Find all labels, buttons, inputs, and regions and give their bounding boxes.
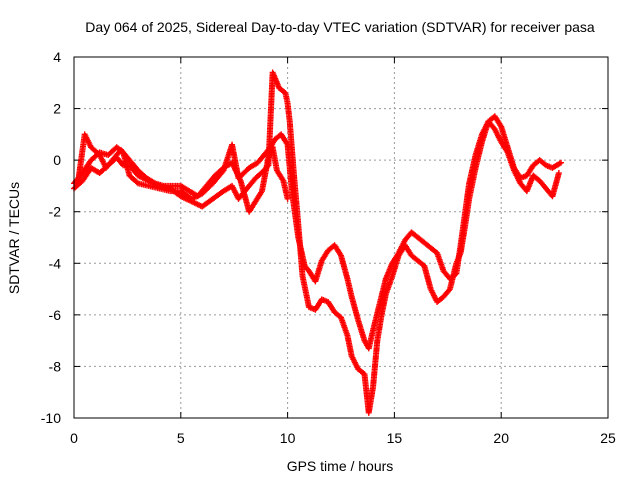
plot-frame	[73, 56, 609, 419]
plot-area	[71, 69, 565, 416]
y-tick-label: -2	[49, 204, 62, 220]
x-tick-label: 15	[387, 430, 403, 446]
data-point	[555, 170, 562, 177]
data-point	[558, 159, 565, 166]
x-tick-label: 0	[70, 430, 78, 446]
grid	[74, 57, 608, 418]
y-tick-label: 4	[53, 49, 61, 65]
series-track-3	[75, 131, 291, 215]
y-tick-label: -4	[49, 255, 62, 271]
y-tick-label: -10	[41, 410, 61, 426]
y-tick-label: -6	[49, 307, 62, 323]
x-axis-label: GPS time / hours	[287, 458, 394, 474]
x-tick-label: 20	[493, 430, 509, 446]
y-tick-label: -8	[49, 358, 62, 374]
x-tick-label: 25	[600, 430, 616, 446]
x-tick-label: 5	[177, 430, 185, 446]
series-track-1	[71, 113, 565, 352]
x-tick-label: 10	[280, 430, 296, 446]
chart-title: Day 064 of 2025, Sidereal Day-to-day VTE…	[85, 19, 595, 35]
y-tick-label: 2	[53, 101, 61, 117]
y-axis-label: SDTVAR / TECUs	[6, 182, 22, 294]
data-point	[133, 179, 140, 186]
y-tick-label: 0	[53, 152, 61, 168]
series-track-2	[71, 69, 562, 416]
axis-ticks: 0 5 10 15 20 25 -10 -8 -6 -4 -2 0 2 4	[41, 49, 616, 446]
data-point	[284, 195, 291, 202]
